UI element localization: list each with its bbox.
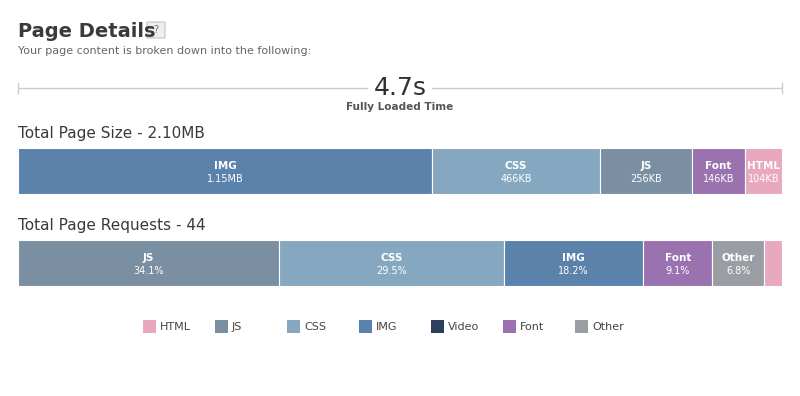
Text: IMG: IMG	[214, 161, 236, 171]
Text: Font: Font	[665, 253, 691, 263]
Text: HTML: HTML	[746, 161, 780, 171]
Text: Font: Font	[520, 322, 544, 331]
Bar	[431, 320, 444, 333]
Text: IMG: IMG	[376, 322, 398, 331]
Text: 104KB: 104KB	[747, 174, 779, 184]
Text: 4.7s: 4.7s	[374, 76, 426, 100]
Text: Other: Other	[722, 253, 755, 263]
Bar	[215, 320, 228, 333]
Bar	[287, 320, 300, 333]
Text: IMG: IMG	[562, 253, 585, 263]
Bar	[745, 148, 782, 194]
Bar	[278, 240, 504, 286]
Text: CSS: CSS	[304, 322, 326, 331]
Text: 1.15MB: 1.15MB	[206, 174, 243, 184]
Bar	[432, 148, 600, 194]
Text: 6.8%: 6.8%	[726, 266, 750, 276]
Text: ?: ?	[154, 25, 158, 35]
Bar	[18, 148, 432, 194]
Bar	[18, 240, 278, 286]
Text: Total Page Size - 2.10MB: Total Page Size - 2.10MB	[18, 126, 205, 141]
Text: HTML: HTML	[160, 322, 191, 331]
Text: 29.5%: 29.5%	[376, 266, 406, 276]
Bar	[713, 240, 765, 286]
Text: JS: JS	[142, 253, 154, 263]
Bar	[765, 240, 782, 286]
Bar	[692, 148, 745, 194]
Bar	[503, 320, 516, 333]
Bar	[600, 148, 692, 194]
Text: JS: JS	[640, 161, 651, 171]
Bar	[504, 240, 643, 286]
Text: Page Details: Page Details	[18, 22, 155, 41]
Text: 466KB: 466KB	[500, 174, 532, 184]
Text: Video: Video	[448, 322, 479, 331]
Text: 256KB: 256KB	[630, 174, 662, 184]
Text: 18.2%: 18.2%	[558, 266, 589, 276]
Text: 9.1%: 9.1%	[666, 266, 690, 276]
Text: 146KB: 146KB	[702, 174, 734, 184]
Text: 34.1%: 34.1%	[133, 266, 163, 276]
Text: Total Page Requests - 44: Total Page Requests - 44	[18, 218, 206, 233]
Text: Font: Font	[705, 161, 731, 171]
Text: Your page content is broken down into the following:: Your page content is broken down into th…	[18, 46, 311, 56]
Bar	[143, 320, 156, 333]
Text: Other: Other	[592, 322, 624, 331]
Bar	[359, 320, 372, 333]
Text: CSS: CSS	[380, 253, 402, 263]
Text: JS: JS	[232, 322, 242, 331]
Bar	[575, 320, 588, 333]
Text: CSS: CSS	[505, 161, 527, 171]
Text: Fully Loaded Time: Fully Loaded Time	[346, 102, 454, 112]
Bar	[643, 240, 713, 286]
FancyBboxPatch shape	[147, 22, 165, 38]
